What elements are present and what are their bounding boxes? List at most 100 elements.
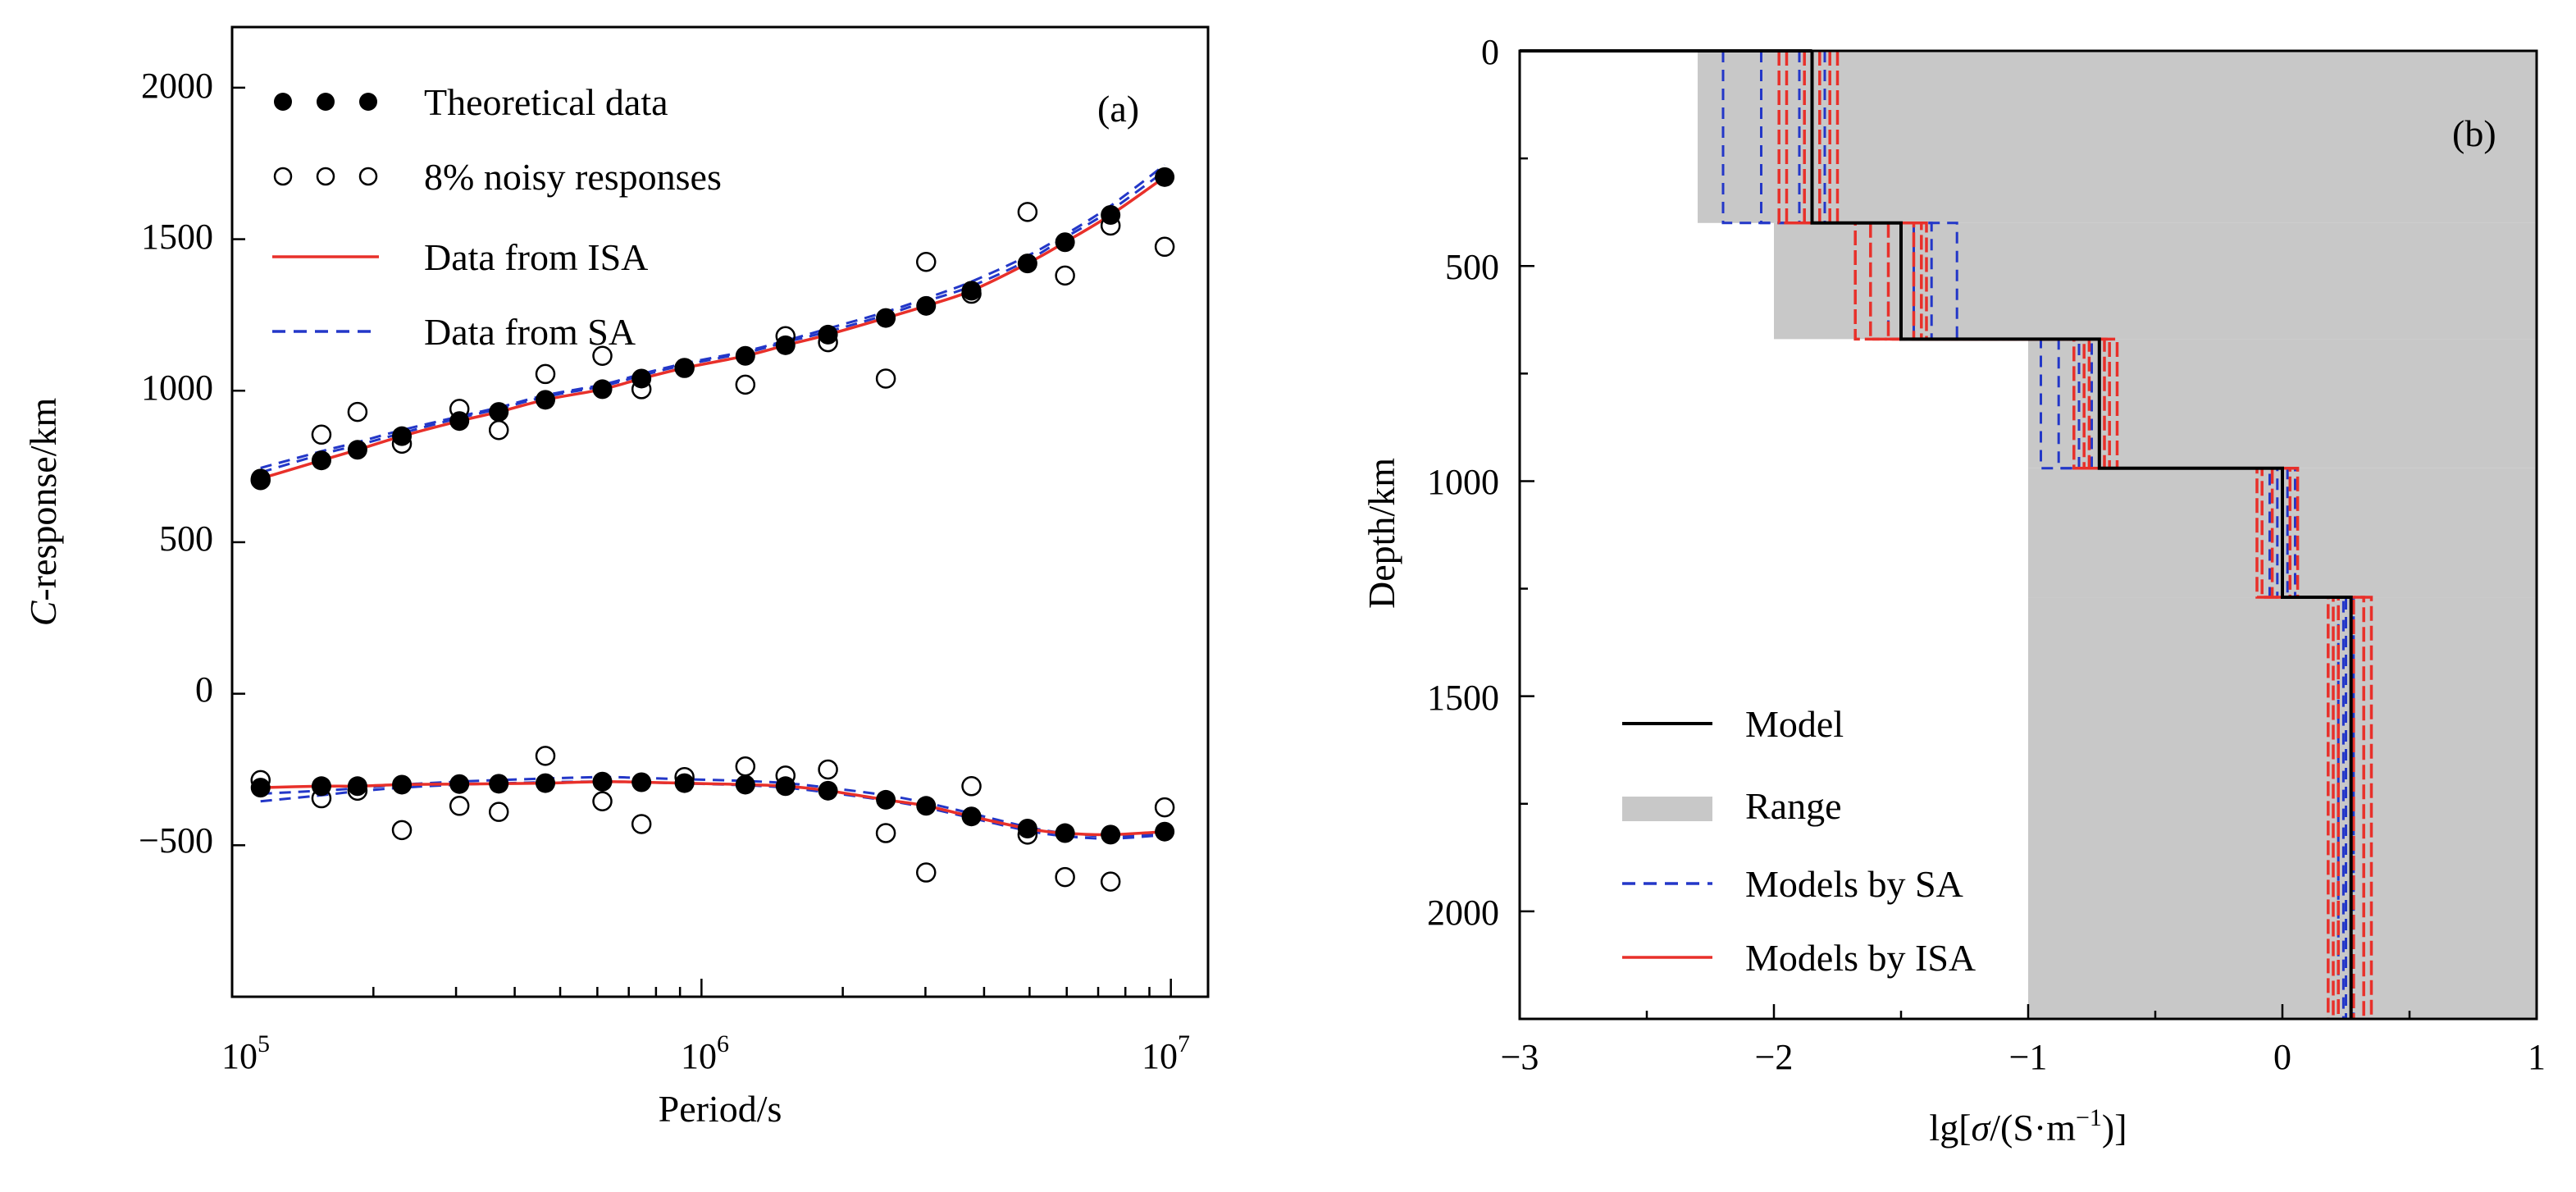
panel-b-x-axis-title: lg[σ/(S·m−1)] xyxy=(1929,1104,2127,1149)
theoretical-point xyxy=(449,411,470,432)
noisy-point xyxy=(592,345,613,367)
legend-label-noisy: 8% noisy responses xyxy=(424,156,722,198)
y-tick-label-neg500: −500 xyxy=(139,820,213,861)
range-band-layer xyxy=(1698,51,2537,223)
noisy-point xyxy=(1154,236,1175,258)
theoretical-point xyxy=(592,771,613,792)
model-curve xyxy=(1810,51,2353,1019)
panel-b-data-layer xyxy=(1520,49,2537,1019)
noisy-point xyxy=(347,401,368,422)
y-tick-label-depth-500: 500 xyxy=(1445,247,1499,287)
panel-b-label: (b) xyxy=(2452,112,2496,154)
theoretical-point xyxy=(631,368,652,389)
x-tick-label-0: 0 xyxy=(2273,1037,2291,1077)
x-tick-label-neg3: −3 xyxy=(1501,1037,1539,1077)
noisy-point xyxy=(631,814,652,834)
noisy-point xyxy=(1055,265,1075,286)
range-band-layer xyxy=(2028,597,2537,1019)
theoretical-point xyxy=(735,774,755,795)
panel-a-data-layer xyxy=(250,163,1175,892)
noisy-point xyxy=(488,802,509,822)
y-tick-label-depth-1500: 1500 xyxy=(1427,678,1499,718)
noisy-point xyxy=(592,791,613,812)
noisy-point xyxy=(1100,871,1121,892)
theoretical-point xyxy=(631,772,652,792)
noisy-point xyxy=(535,746,556,766)
theoretical-point xyxy=(1055,823,1075,843)
theoretical-point xyxy=(392,426,413,446)
theoretical-point xyxy=(674,358,695,378)
noisy-point xyxy=(1154,797,1175,818)
x-tick-label-1e5: 105 xyxy=(221,1030,270,1076)
theoretical-point xyxy=(250,468,271,489)
theoretical-point xyxy=(876,789,896,810)
legend-label-theoretical: Theoretical data xyxy=(424,81,668,123)
theoretical-point xyxy=(347,440,367,460)
theoretical-point xyxy=(1017,253,1037,274)
panel-a-ticks xyxy=(230,86,1172,997)
theoretical-point xyxy=(1101,205,1121,226)
y-tick-label-depth-0: 0 xyxy=(1481,32,1499,72)
noisy-point xyxy=(915,252,937,272)
theoretical-point xyxy=(775,335,796,355)
y-tick-label-0: 0 xyxy=(195,669,213,710)
noisy-point xyxy=(915,862,937,883)
theoretical-point xyxy=(961,806,982,827)
noisy-point xyxy=(818,759,838,780)
y-tick-label-500: 500 xyxy=(159,518,213,559)
y-tick-label-2000: 2000 xyxy=(141,66,213,106)
theoretical-point xyxy=(818,324,838,345)
panel-a-x-axis-title: Period/s xyxy=(659,1088,782,1130)
noisy-point xyxy=(535,363,556,385)
noisy-point xyxy=(1017,202,1038,222)
theoretical-point xyxy=(1017,818,1037,838)
theoretical-point xyxy=(775,776,796,797)
panel-a-chart: Theoretical data 8% noisy responses Data… xyxy=(22,25,1210,1130)
noisy-point xyxy=(1055,866,1075,888)
theoretical-point xyxy=(1101,824,1121,845)
theoretical-point xyxy=(818,780,838,801)
y-tick-label-depth-1000: 1000 xyxy=(1427,462,1499,502)
legend-label-isa: Data from ISA xyxy=(424,236,648,278)
theoretical-point xyxy=(1155,167,1175,187)
noisy-point xyxy=(391,820,413,841)
panel-b-chart: (b) Model Range Models by SA Models by I… xyxy=(1361,32,2546,1149)
panel-b-frame xyxy=(1518,49,2538,1021)
legend-label-range: Range xyxy=(1745,785,1842,827)
panel-a-x-tick-labels: 105 106 107 xyxy=(221,1030,1190,1076)
theoretical-point xyxy=(392,774,413,795)
theoretical-point xyxy=(876,308,896,328)
legend-swatch-range xyxy=(1622,797,1712,821)
theoretical-point xyxy=(536,390,556,410)
panel-b-x-tick-labels: −3 −2 −1 0 1 xyxy=(1501,1037,2546,1077)
legend-label-model: Model xyxy=(1745,703,1844,745)
theoretical-point xyxy=(674,773,695,793)
theoretical-point xyxy=(1155,821,1175,842)
legend-marker-theoretical xyxy=(274,93,377,111)
panel-a-label: (a) xyxy=(1097,88,1139,130)
legend-label-models-isa: Models by ISA xyxy=(1745,937,1976,979)
legend-marker-noisy xyxy=(273,167,378,186)
theoretical-point xyxy=(347,776,367,797)
theoretical-point xyxy=(592,379,613,400)
theoretical-point xyxy=(961,281,982,301)
theoretical-point xyxy=(735,345,755,366)
theoretical-point xyxy=(536,773,556,793)
panel-b-legend: Model Range Models by SA Models by ISA xyxy=(1622,703,1976,979)
y-tick-label-depth-2000: 2000 xyxy=(1427,893,1499,933)
y-tick-label-1000: 1000 xyxy=(141,368,213,408)
range-band-layer xyxy=(2028,339,2537,468)
panel-b-y-axis-title: Depth/km xyxy=(1361,458,1402,609)
panel-b-y-tick-labels: 0 500 1000 1500 2000 xyxy=(1427,32,1499,933)
x-tick-label-1: 1 xyxy=(2528,1037,2546,1077)
legend-label-sa: Data from SA xyxy=(424,311,636,353)
x-tick-label-1e7: 107 xyxy=(1142,1030,1190,1076)
noisy-point xyxy=(875,823,896,843)
x-tick-label-neg2: −2 xyxy=(1755,1037,1794,1077)
theoretical-point xyxy=(489,402,509,422)
noisy-point xyxy=(311,424,332,445)
x-tick-label-neg1: −1 xyxy=(2009,1037,2048,1077)
sa-curve-8 xyxy=(260,775,1165,838)
panel-a-y-tick-labels: −500 0 500 1000 1500 2000 xyxy=(139,66,213,861)
